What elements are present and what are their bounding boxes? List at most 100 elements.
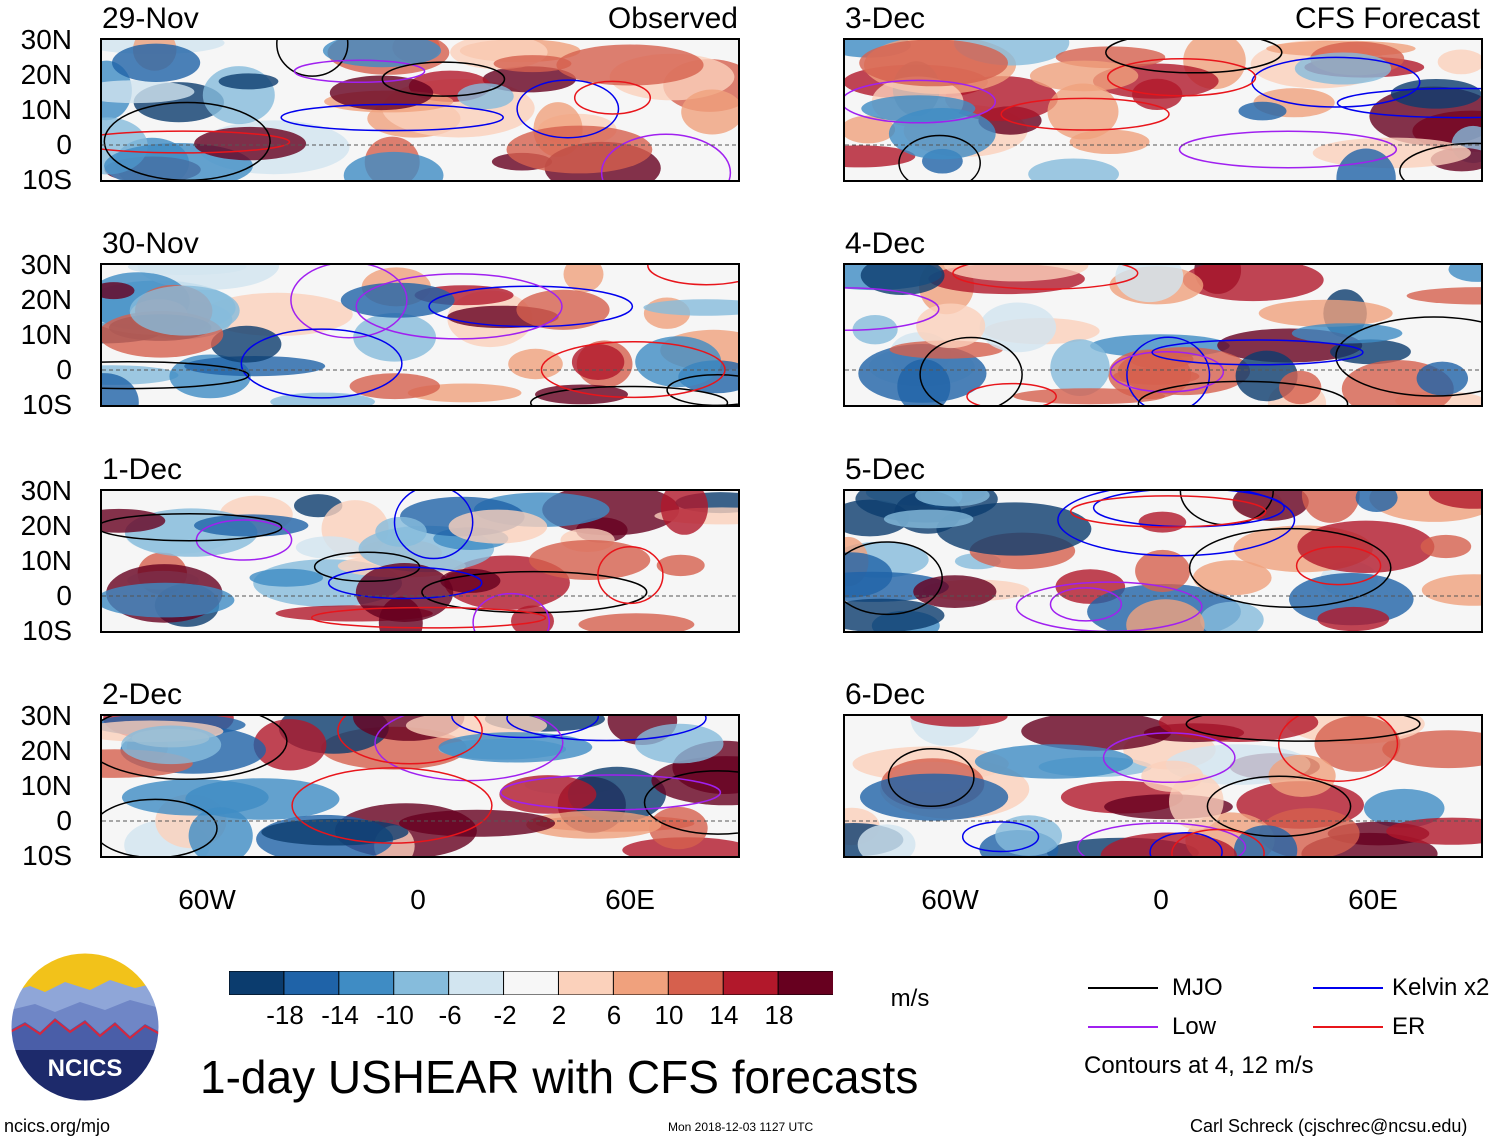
colorbar-tick: -10 (376, 1000, 414, 1030)
shading-blob (535, 384, 628, 405)
panel-date-right-3: 5-Dec (845, 453, 926, 486)
panel-date-left-3: 1-Dec (102, 453, 183, 486)
contour-line (516, 79, 620, 139)
colorbar-tick: 6 (606, 1000, 622, 1030)
lat-label: 30N (20, 24, 72, 55)
contour-line (1178, 130, 1398, 169)
shading-blob (529, 540, 651, 580)
shading-blob (1314, 716, 1401, 772)
shading-blob (102, 282, 135, 300)
colorbar-swatch (393, 970, 450, 996)
shading-blob (398, 809, 556, 837)
shading-blob (1069, 129, 1150, 154)
lat-label: 10S (22, 840, 72, 871)
legend-label-er: ER (1392, 1013, 1426, 1040)
contour-line (1137, 380, 1349, 405)
shading-blob (1100, 832, 1237, 856)
shading-blob (202, 292, 353, 336)
shading-blob (499, 775, 597, 814)
shading-blob (438, 732, 593, 763)
contour-line (966, 382, 1057, 405)
contour-line (428, 285, 634, 328)
shading-blob (567, 766, 666, 823)
lat-label: 30N (20, 249, 72, 280)
map-panel-forecast-2 (843, 263, 1483, 407)
lat-label: 20N (20, 59, 72, 90)
lon-label: 0 (1153, 884, 1169, 915)
shading-blob (1390, 79, 1481, 109)
shading-blob (194, 514, 309, 537)
lat-label: 10N (20, 319, 72, 350)
contour-line (919, 336, 1023, 405)
map-panel-observed-3 (100, 489, 740, 633)
panel-type-forecast: CFS Forecast (1294, 2, 1480, 35)
panel-date-right-4: 6-Dec (845, 678, 926, 711)
lat-label: 10N (20, 94, 72, 125)
shading-blob (883, 509, 974, 529)
contour-line (647, 265, 738, 286)
footer-author: Carl Schreck (cjschrec@ncsu.edu) (1190, 1116, 1468, 1136)
contour-line (887, 747, 975, 808)
shading-blob (493, 55, 572, 73)
contour-line (355, 273, 563, 340)
contour-line (337, 716, 483, 765)
contour-line (291, 767, 493, 844)
shading-blob (1126, 599, 1205, 631)
contour-line (952, 265, 1139, 290)
contour-line (961, 821, 1040, 853)
shading-blob (974, 744, 1134, 779)
shading-blob (897, 359, 951, 405)
shading-blob (526, 810, 662, 839)
map-panel-observed-2 (100, 263, 740, 407)
shading-blob (506, 125, 653, 174)
shading-blob (913, 575, 997, 608)
contour-line (102, 798, 218, 856)
colorbar-tick: 2 (551, 1000, 567, 1030)
colorbar-tick: -18 (266, 1000, 304, 1030)
shading-blob (1428, 491, 1481, 509)
shading-blob (1291, 323, 1403, 344)
shading-blob (681, 89, 738, 135)
shading-blob (329, 75, 434, 111)
footer-timestamp: Mon 2018-12-03 1127 UTC (668, 1120, 814, 1134)
map-panel-forecast-3 (843, 489, 1483, 633)
contour-line (845, 541, 943, 616)
shading-blob (1406, 287, 1481, 305)
shading-blob (857, 824, 916, 856)
shading-blob (1047, 83, 1119, 140)
contour-line (451, 716, 600, 739)
shading-blob (355, 563, 454, 622)
contour-line (1057, 491, 1296, 557)
colorbar-swatch (338, 970, 395, 996)
contour-line (573, 80, 652, 115)
shading-blob (1200, 601, 1264, 631)
legend-line-kelvin (1313, 987, 1383, 989)
panel-date-left-2: 30-Nov (102, 227, 199, 260)
colorbar-swatch (503, 970, 560, 996)
lat-label: 20N (20, 735, 72, 766)
shading-blob (910, 716, 1008, 727)
contour-line (1149, 832, 1223, 856)
shading-blob (1437, 49, 1481, 75)
contour-line (845, 287, 940, 332)
colorbar-swatch (283, 970, 340, 996)
shading-blob (845, 115, 896, 144)
contour-line (290, 265, 408, 339)
map-panel-observed-1 (100, 38, 740, 182)
contour-line (1171, 828, 1265, 856)
shading-blob (660, 491, 708, 535)
contour-line (102, 716, 288, 781)
shading-blob (1363, 788, 1445, 828)
colorbar-unit: m/s (890, 985, 930, 1012)
lat-label: 20N (20, 284, 72, 315)
shading-blob (482, 66, 576, 93)
colorbar-tick: 10 (654, 1000, 684, 1030)
lon-label: 60W (921, 884, 979, 915)
footer-url: ncics.org/mjo (4, 1116, 111, 1136)
shading-blob (860, 265, 945, 295)
shading-blob (340, 282, 455, 318)
lat-label: 0 (56, 805, 72, 836)
colorbar-swatch (612, 970, 670, 996)
contour-line (600, 133, 732, 180)
shading-blob (121, 725, 222, 765)
